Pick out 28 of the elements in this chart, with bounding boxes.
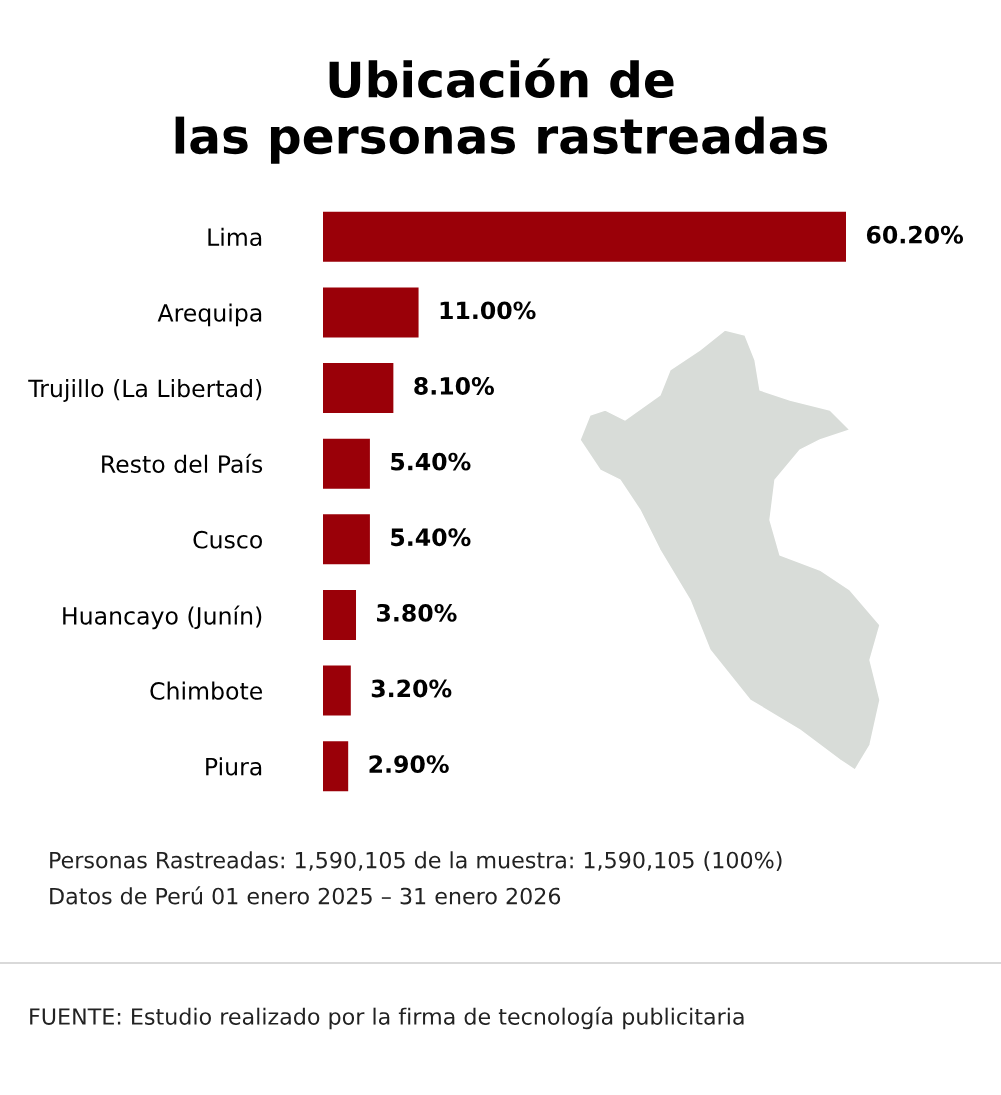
data-label: 8.10% [414, 377, 494, 395]
y-tick-label: Lima [208, 227, 262, 247]
y-tick-label: Huancayo (Junín) [63, 605, 262, 630]
data-label: 5.40% [391, 452, 471, 471]
data-label: 3.80% [377, 603, 457, 622]
bar [323, 363, 394, 414]
bar [323, 665, 351, 716]
data-label: 5.40% [391, 528, 471, 547]
data-label: 11.00% [440, 301, 536, 320]
text: Datos de Perú 01 enero 2025 – 31 enero 2026 [50, 886, 561, 905]
data-label: 3.20% [371, 679, 452, 698]
y-tick-label: Resto del País [102, 453, 263, 473]
y-tick-label: Cusco [193, 530, 262, 549]
bar [323, 438, 370, 489]
y-tick-label: Piura [206, 757, 262, 776]
bar [323, 741, 349, 792]
y-tick-label: Trujillo (La Libertad) [28, 379, 262, 402]
bar [323, 211, 846, 262]
text: Personas Rastreadas: 1,590,105 de la muestra: 1,590,105 (100%) [50, 851, 782, 872]
source-note: FUENTE: Estudio realizado por la firma de tecnología publicitaria [30, 1006, 744, 1030]
y-tick-label: Chimbote [150, 681, 263, 700]
bar [323, 589, 357, 640]
data-label: 60.20% [866, 225, 964, 244]
y-tick-label: Arequipa [157, 303, 262, 327]
data-label: 2.90% [369, 755, 449, 774]
chart-title: Ubicación de las personas rastreadas [175, 58, 828, 164]
bar [323, 287, 419, 338]
bar [323, 514, 370, 565]
